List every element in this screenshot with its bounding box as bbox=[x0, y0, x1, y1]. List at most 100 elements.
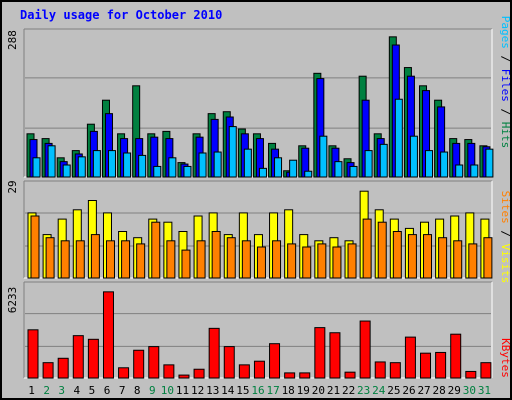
sites-bar bbox=[377, 221, 387, 279]
sites-bar bbox=[45, 237, 55, 279]
sites-bar bbox=[166, 240, 176, 279]
pages-bar bbox=[349, 165, 358, 178]
pages-bar bbox=[425, 150, 434, 178]
hits-panel bbox=[23, 28, 494, 178]
pages-bar bbox=[47, 145, 56, 178]
visits-legend: Sites / Visits bbox=[499, 191, 510, 284]
day-label: 28 bbox=[433, 384, 446, 397]
day-label: 7 bbox=[119, 384, 126, 397]
sites-bar bbox=[121, 240, 131, 279]
sites-bar bbox=[362, 218, 372, 279]
pages-bar bbox=[379, 143, 388, 178]
day-label: 10 bbox=[161, 384, 174, 397]
day-label: 14 bbox=[221, 384, 235, 397]
pages-bar bbox=[274, 157, 283, 178]
sites-bar bbox=[105, 240, 115, 279]
pages-bar bbox=[138, 154, 147, 178]
kbytes-bar bbox=[299, 372, 311, 379]
pages-bar bbox=[470, 164, 479, 178]
kbytes-bar bbox=[420, 352, 432, 379]
kbytes-bar bbox=[404, 336, 416, 379]
sites-bar bbox=[392, 231, 402, 279]
kbytes-bar bbox=[223, 346, 235, 379]
sites-bar bbox=[151, 221, 161, 279]
kbytes-bar bbox=[480, 362, 492, 379]
kbytes-bar bbox=[238, 364, 250, 379]
sites-bar bbox=[90, 234, 100, 279]
kbytes-bar bbox=[27, 329, 39, 379]
pages-bar bbox=[258, 167, 267, 178]
pages-bar bbox=[409, 135, 418, 178]
day-label: 9 bbox=[149, 384, 156, 397]
day-label: 26 bbox=[402, 384, 415, 397]
pages-bar bbox=[77, 156, 86, 178]
kbytes-bar bbox=[57, 357, 69, 379]
pages-bar bbox=[440, 151, 449, 178]
kbytes-bar bbox=[314, 327, 326, 379]
sites-bar bbox=[181, 249, 191, 279]
sites-bar bbox=[136, 243, 146, 279]
kbytes-legend: KBytes bbox=[499, 338, 510, 378]
day-label: 23 bbox=[357, 384, 370, 397]
sites-bar bbox=[60, 240, 70, 279]
pages-bar bbox=[334, 161, 343, 178]
pages-bar bbox=[289, 159, 298, 178]
kbytes-bar bbox=[193, 368, 205, 379]
kbytes-bar bbox=[450, 333, 462, 379]
kbytes-bar bbox=[208, 327, 220, 379]
pages-bar bbox=[364, 150, 373, 178]
kbytes-bar bbox=[344, 371, 356, 379]
legend-visits: Visits bbox=[499, 244, 510, 284]
day-label: 25 bbox=[387, 384, 400, 397]
chart-title: Daily usage for October 2010 bbox=[20, 8, 222, 22]
sites-bar bbox=[407, 234, 417, 279]
day-label: 29 bbox=[448, 384, 461, 397]
legend-separator: / bbox=[499, 224, 510, 244]
day-label: 30 bbox=[463, 384, 476, 397]
day-label: 18 bbox=[282, 384, 295, 397]
day-label: 8 bbox=[134, 384, 141, 397]
kbytes-bar bbox=[178, 374, 190, 379]
visits-panel bbox=[23, 180, 493, 279]
day-label: 17 bbox=[266, 384, 279, 397]
pages-bar bbox=[198, 152, 207, 178]
day-label: 24 bbox=[372, 384, 386, 397]
pages-bar bbox=[228, 126, 237, 178]
day-label: 13 bbox=[206, 384, 219, 397]
sites-bar bbox=[483, 237, 493, 279]
pages-bar bbox=[32, 157, 41, 178]
kbytes-bar bbox=[42, 362, 54, 379]
pages-bar bbox=[213, 151, 222, 178]
sites-bar bbox=[226, 237, 236, 279]
day-label: 31 bbox=[478, 384, 491, 397]
kbytes-bar bbox=[253, 360, 265, 379]
sites-bar bbox=[75, 240, 85, 279]
day-label: 4 bbox=[74, 384, 81, 397]
pages-bar bbox=[107, 150, 116, 178]
kbytes-bar bbox=[118, 367, 130, 379]
pages-bar bbox=[183, 165, 192, 178]
sites-bar bbox=[423, 234, 433, 279]
kbytes-bar bbox=[87, 338, 99, 379]
sites-bar bbox=[30, 215, 40, 279]
kbytes-bar bbox=[72, 335, 84, 379]
day-label: 27 bbox=[417, 384, 430, 397]
sites-bar bbox=[196, 240, 206, 279]
day-label: 22 bbox=[342, 384, 355, 397]
legend-hits: Hits bbox=[499, 122, 510, 149]
kbytes-bar bbox=[374, 361, 386, 379]
sites-bar bbox=[438, 237, 448, 279]
pages-bar bbox=[304, 170, 313, 178]
sites-bar bbox=[468, 243, 478, 279]
day-label: 12 bbox=[191, 384, 204, 397]
kbytes-bar bbox=[435, 351, 447, 379]
legend-pages: Pages bbox=[499, 16, 510, 49]
sites-bar bbox=[347, 243, 357, 279]
legend-separator: / bbox=[499, 102, 510, 122]
hits-legend: Pages / Files / Hits bbox=[499, 16, 510, 149]
day-label: 2 bbox=[43, 384, 50, 397]
day-label: 20 bbox=[312, 384, 325, 397]
sites-bar bbox=[241, 240, 251, 279]
